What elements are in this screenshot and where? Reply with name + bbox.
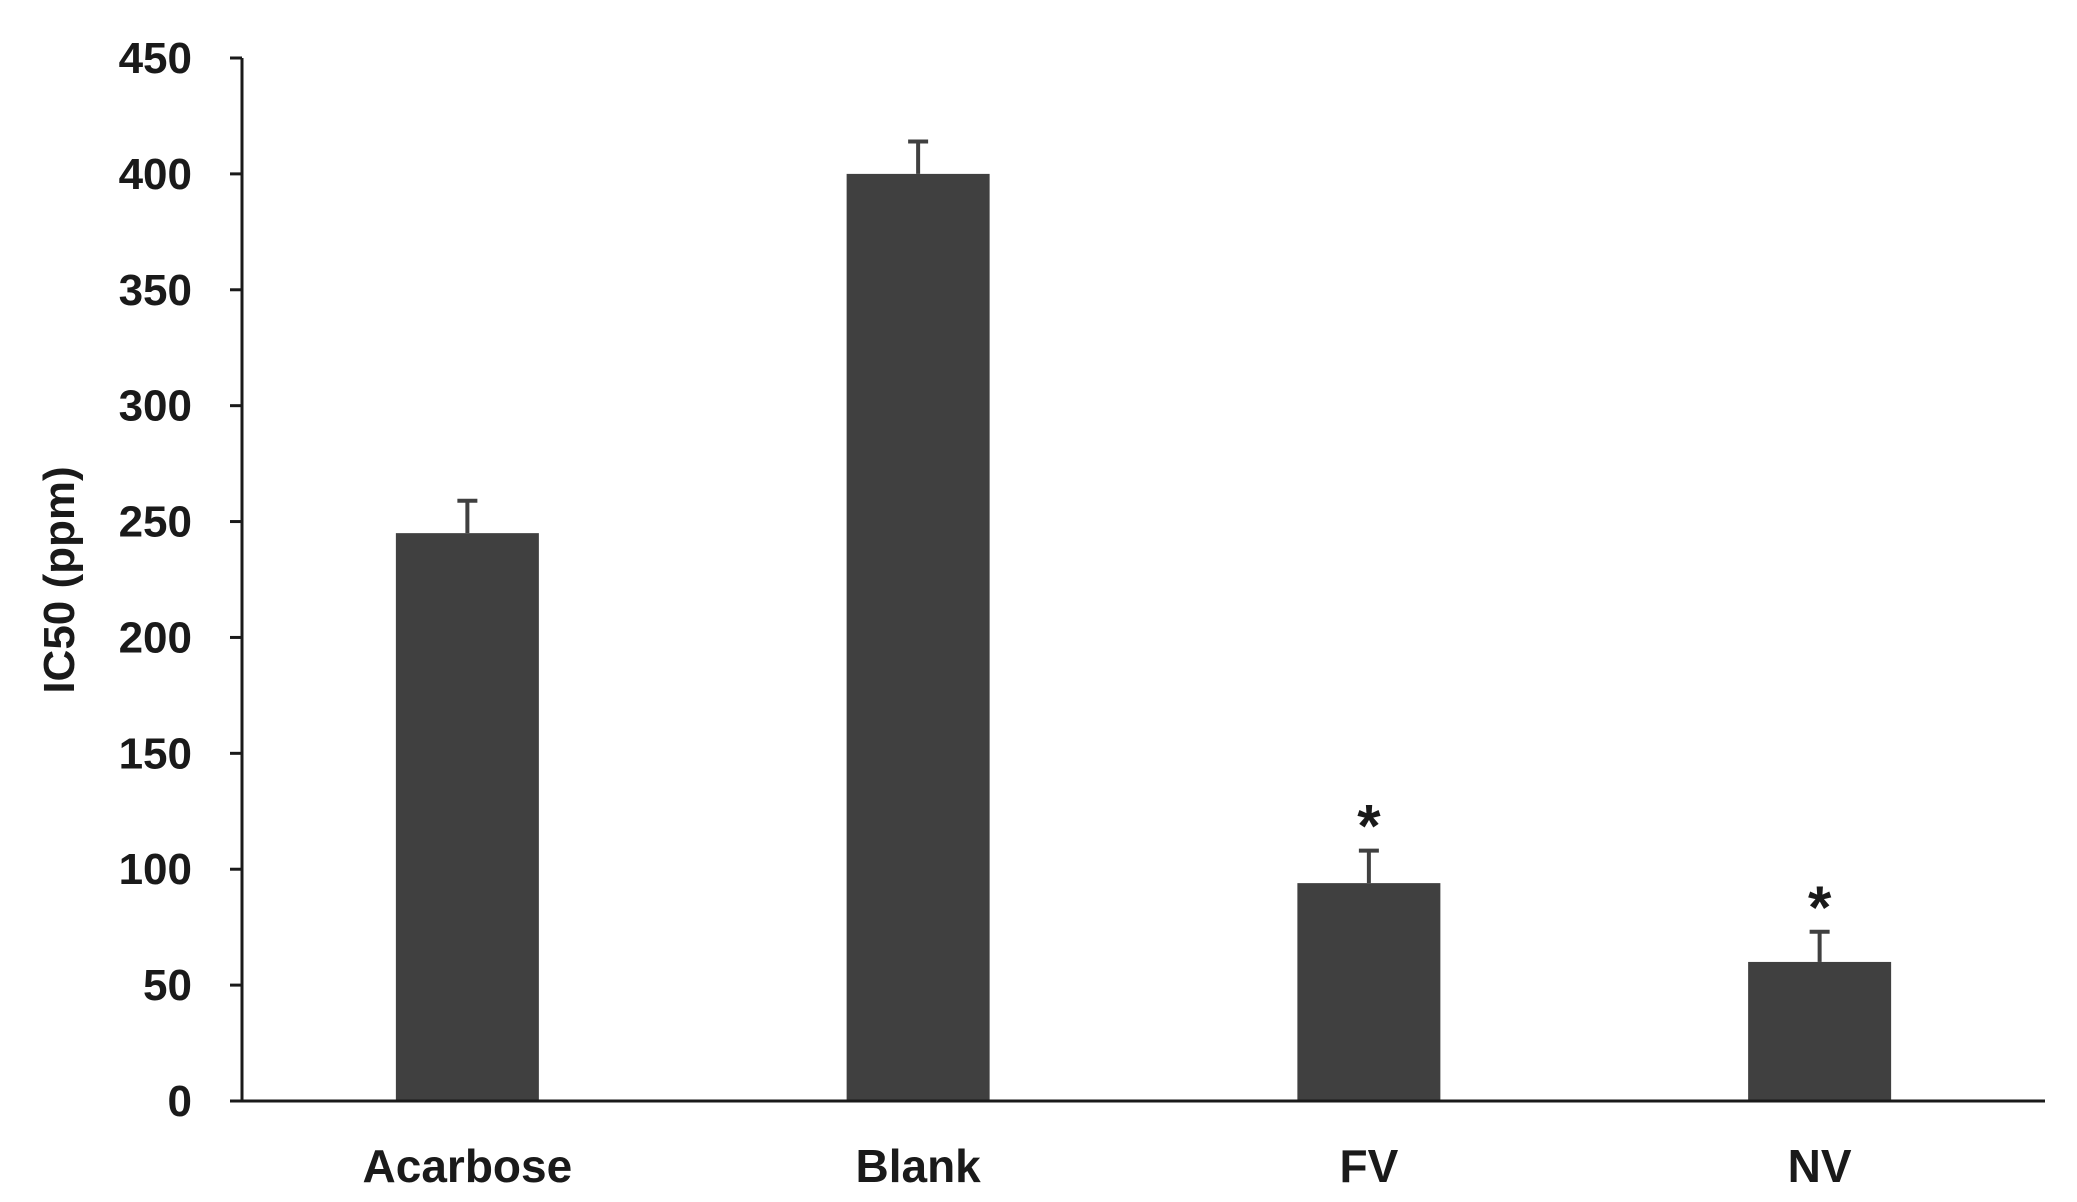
y-tick-label: 300 bbox=[119, 382, 192, 431]
x-category-label: Acarbose bbox=[363, 1140, 573, 1192]
y-axis-title: IC50 (ppm) bbox=[35, 466, 84, 693]
error-bars-group bbox=[457, 139, 1830, 962]
y-tick-label: 0 bbox=[168, 1077, 192, 1126]
y-tick-label: 200 bbox=[119, 613, 192, 662]
annotations-group: ** bbox=[1357, 793, 1832, 941]
x-category-label: NV bbox=[1788, 1140, 1852, 1192]
x-category-label: FV bbox=[1339, 1140, 1398, 1192]
y-tick-label: 350 bbox=[119, 266, 192, 315]
y-tick-label: 150 bbox=[119, 729, 192, 778]
bar-nv bbox=[1748, 961, 1892, 1101]
y-tick-label: 400 bbox=[119, 150, 192, 199]
x-axis-labels: Acarbose Blank FV NV bbox=[363, 1140, 1852, 1192]
y-tick-label: 450 bbox=[119, 34, 192, 83]
y-axis-ticks: 0 50 100 150 200 250 300 350 400 450 bbox=[119, 34, 242, 1126]
significance-marker: * bbox=[1808, 874, 1832, 941]
significance-marker: * bbox=[1357, 793, 1381, 860]
bars-group bbox=[395, 173, 1892, 1101]
bar-blank bbox=[846, 173, 990, 1101]
y-tick-label: 100 bbox=[119, 845, 192, 894]
y-tick-label: 50 bbox=[143, 961, 192, 1010]
y-tick-label: 250 bbox=[119, 498, 192, 547]
bar-fv bbox=[1297, 883, 1441, 1101]
bar-acarbose bbox=[395, 533, 539, 1101]
x-category-label: Blank bbox=[855, 1140, 981, 1192]
